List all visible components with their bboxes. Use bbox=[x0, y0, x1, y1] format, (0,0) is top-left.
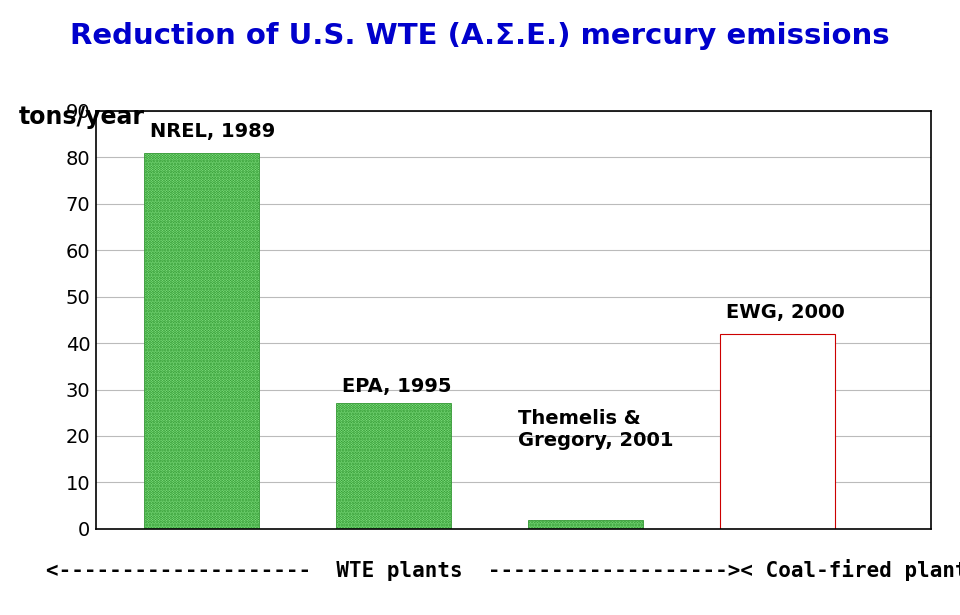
Text: Themelis &
Gregory, 2001: Themelis & Gregory, 2001 bbox=[518, 409, 674, 450]
Text: Reduction of U.S. WTE (A.Σ.E.) mercury emissions: Reduction of U.S. WTE (A.Σ.E.) mercury e… bbox=[70, 22, 890, 50]
Bar bbox=[336, 403, 451, 529]
Text: tons/year: tons/year bbox=[19, 105, 145, 129]
Text: EPA, 1995: EPA, 1995 bbox=[342, 378, 451, 397]
Text: EWG, 2000: EWG, 2000 bbox=[726, 303, 845, 322]
Text: NREL, 1989: NREL, 1989 bbox=[150, 122, 275, 141]
Bar bbox=[720, 334, 835, 529]
Bar bbox=[144, 153, 259, 529]
Text: <--------------------  WTE plants  ------------------->< Coal-fired plants: <-------------------- WTE plants -------… bbox=[46, 559, 960, 581]
Bar bbox=[528, 520, 643, 529]
